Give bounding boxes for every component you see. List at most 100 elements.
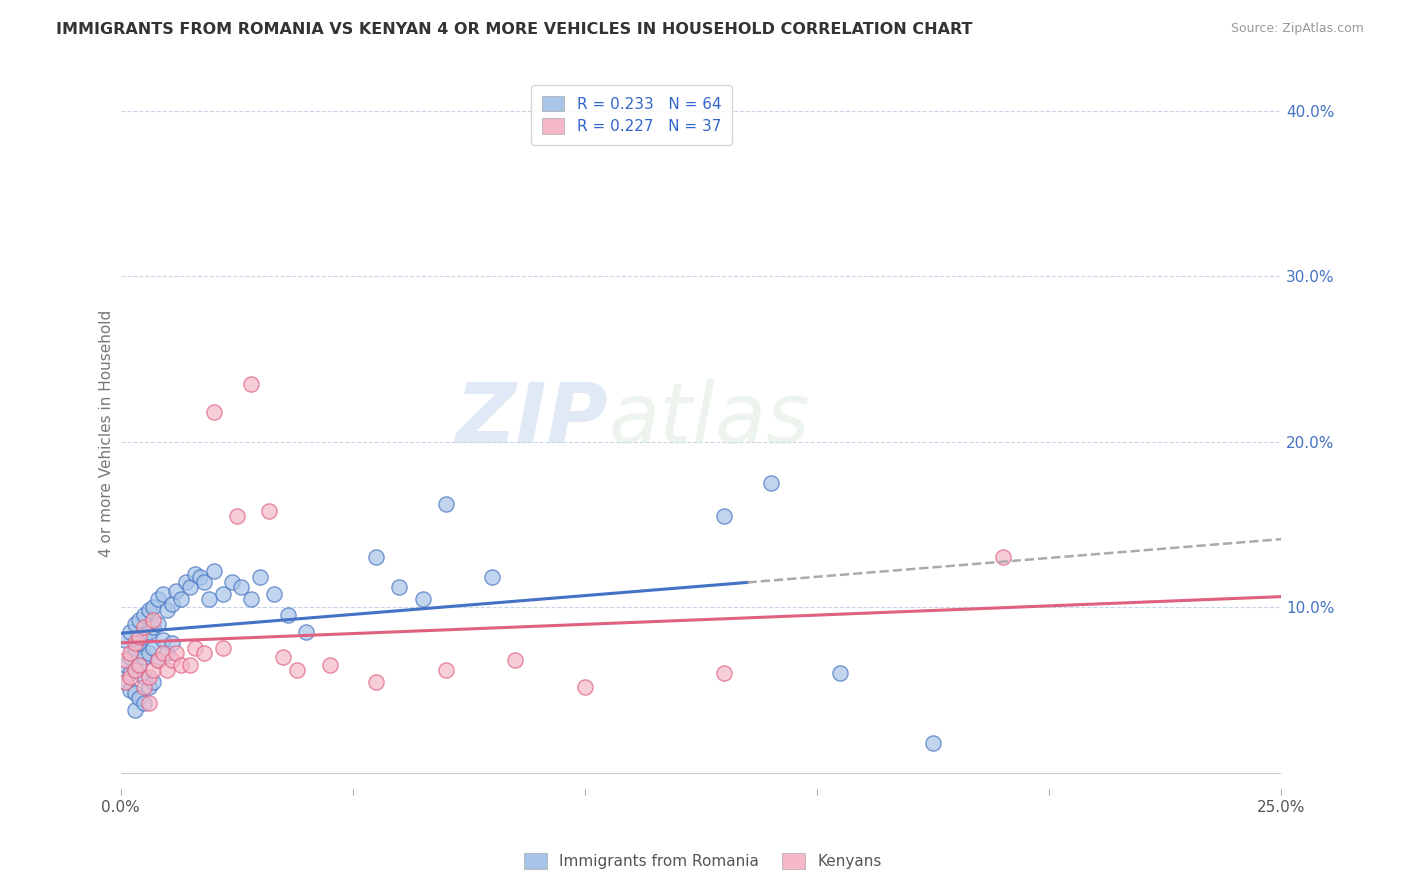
- Point: [388, 580, 411, 594]
- Point: [124, 686, 146, 700]
- Point: [231, 580, 253, 594]
- Point: [128, 658, 150, 673]
- Point: [713, 666, 735, 681]
- Point: [166, 647, 188, 661]
- Point: [170, 591, 193, 606]
- Point: [132, 680, 155, 694]
- Point: [124, 616, 146, 631]
- Point: [128, 691, 150, 706]
- Text: IMMIGRANTS FROM ROMANIA VS KENYAN 4 OR MORE VEHICLES IN HOUSEHOLD CORRELATION CH: IMMIGRANTS FROM ROMANIA VS KENYAN 4 OR M…: [56, 22, 973, 37]
- Point: [152, 587, 174, 601]
- Point: [128, 613, 150, 627]
- Y-axis label: 4 or more Vehicles in Household: 4 or more Vehicles in Household: [100, 310, 114, 557]
- Point: [759, 475, 782, 490]
- Point: [170, 658, 193, 673]
- Point: [132, 630, 155, 644]
- Point: [118, 649, 141, 664]
- Point: [124, 636, 146, 650]
- Point: [179, 580, 201, 594]
- Point: [142, 674, 165, 689]
- Point: [146, 591, 169, 606]
- Point: [142, 600, 165, 615]
- Point: [124, 663, 146, 677]
- Point: [434, 663, 457, 677]
- Point: [574, 680, 596, 694]
- Point: [118, 682, 141, 697]
- Text: ZIP: ZIP: [456, 378, 609, 459]
- Point: [114, 658, 136, 673]
- Point: [249, 570, 271, 584]
- Point: [184, 641, 207, 656]
- Point: [239, 591, 262, 606]
- Point: [156, 663, 179, 677]
- Point: [160, 653, 183, 667]
- Point: [128, 630, 150, 644]
- Point: [295, 624, 318, 639]
- Point: [160, 597, 183, 611]
- Point: [146, 653, 169, 667]
- Point: [285, 663, 308, 677]
- Point: [138, 624, 160, 639]
- Point: [138, 696, 160, 710]
- Point: [138, 603, 160, 617]
- Legend: R = 0.233   N = 64, R = 0.227   N = 37: R = 0.233 N = 64, R = 0.227 N = 37: [531, 85, 733, 145]
- Point: [142, 620, 165, 634]
- Point: [132, 649, 155, 664]
- Text: atlas: atlas: [609, 378, 810, 459]
- Point: [118, 624, 141, 639]
- Point: [434, 498, 457, 512]
- Point: [364, 550, 387, 565]
- Point: [212, 587, 235, 601]
- Point: [202, 405, 225, 419]
- Point: [152, 647, 174, 661]
- Point: [318, 658, 340, 673]
- Legend: Immigrants from Romania, Kenyans: Immigrants from Romania, Kenyans: [519, 847, 887, 875]
- Point: [142, 613, 165, 627]
- Point: [830, 666, 852, 681]
- Point: [114, 653, 136, 667]
- Point: [922, 736, 945, 750]
- Point: [193, 575, 215, 590]
- Point: [225, 509, 247, 524]
- Point: [132, 608, 155, 623]
- Point: [481, 570, 503, 584]
- Point: [118, 647, 141, 661]
- Point: [166, 583, 188, 598]
- Point: [124, 703, 146, 717]
- Point: [277, 608, 299, 623]
- Point: [412, 591, 434, 606]
- Point: [128, 658, 150, 673]
- Point: [138, 670, 160, 684]
- Point: [364, 674, 387, 689]
- Point: [991, 550, 1014, 565]
- Point: [142, 641, 165, 656]
- Point: [239, 376, 262, 391]
- Point: [146, 616, 169, 631]
- Point: [184, 566, 207, 581]
- Point: [132, 670, 155, 684]
- Point: [114, 674, 136, 689]
- Point: [142, 663, 165, 677]
- Point: [263, 587, 285, 601]
- Point: [118, 666, 141, 681]
- Point: [138, 647, 160, 661]
- Point: [198, 591, 221, 606]
- Point: [221, 575, 243, 590]
- Point: [505, 653, 527, 667]
- Point: [259, 504, 281, 518]
- Point: [128, 636, 150, 650]
- Point: [160, 636, 183, 650]
- Point: [713, 509, 735, 524]
- Point: [114, 674, 136, 689]
- Point: [156, 647, 179, 661]
- Point: [114, 633, 136, 648]
- Point: [212, 641, 235, 656]
- Point: [138, 680, 160, 694]
- Point: [118, 670, 141, 684]
- Point: [132, 620, 155, 634]
- Point: [124, 641, 146, 656]
- Point: [179, 658, 201, 673]
- Point: [152, 633, 174, 648]
- Text: Source: ZipAtlas.com: Source: ZipAtlas.com: [1230, 22, 1364, 36]
- Point: [124, 663, 146, 677]
